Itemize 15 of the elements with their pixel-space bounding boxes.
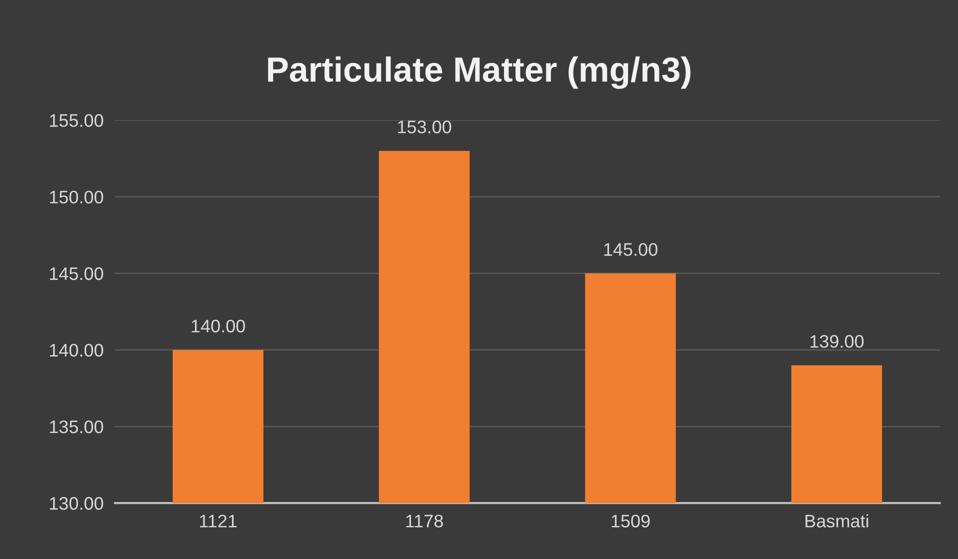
data-label: 139.00 (810, 335, 864, 348)
y-tick-label: 130.00 (50, 497, 104, 510)
y-tick-label: 155.00 (50, 114, 104, 127)
x-tick-label: 1509 (612, 514, 650, 528)
data-label: 140.00 (192, 320, 245, 332)
x-tick-label: 1121 (200, 514, 237, 528)
x-tick-label: 1178 (406, 514, 443, 528)
y-tick-label: 150.00 (50, 190, 104, 204)
data-label: 153.00 (398, 120, 452, 134)
x-tick-label: Basmati (806, 514, 868, 528)
chart-title: Particulate Matter (mg/n3) (268, 56, 690, 89)
y-tick-label: 135.00 (50, 420, 104, 434)
y-tick-label: 140.00 (50, 344, 104, 357)
y-tick-label: 145.00 (50, 267, 104, 280)
data-label: 145.00 (604, 243, 658, 256)
